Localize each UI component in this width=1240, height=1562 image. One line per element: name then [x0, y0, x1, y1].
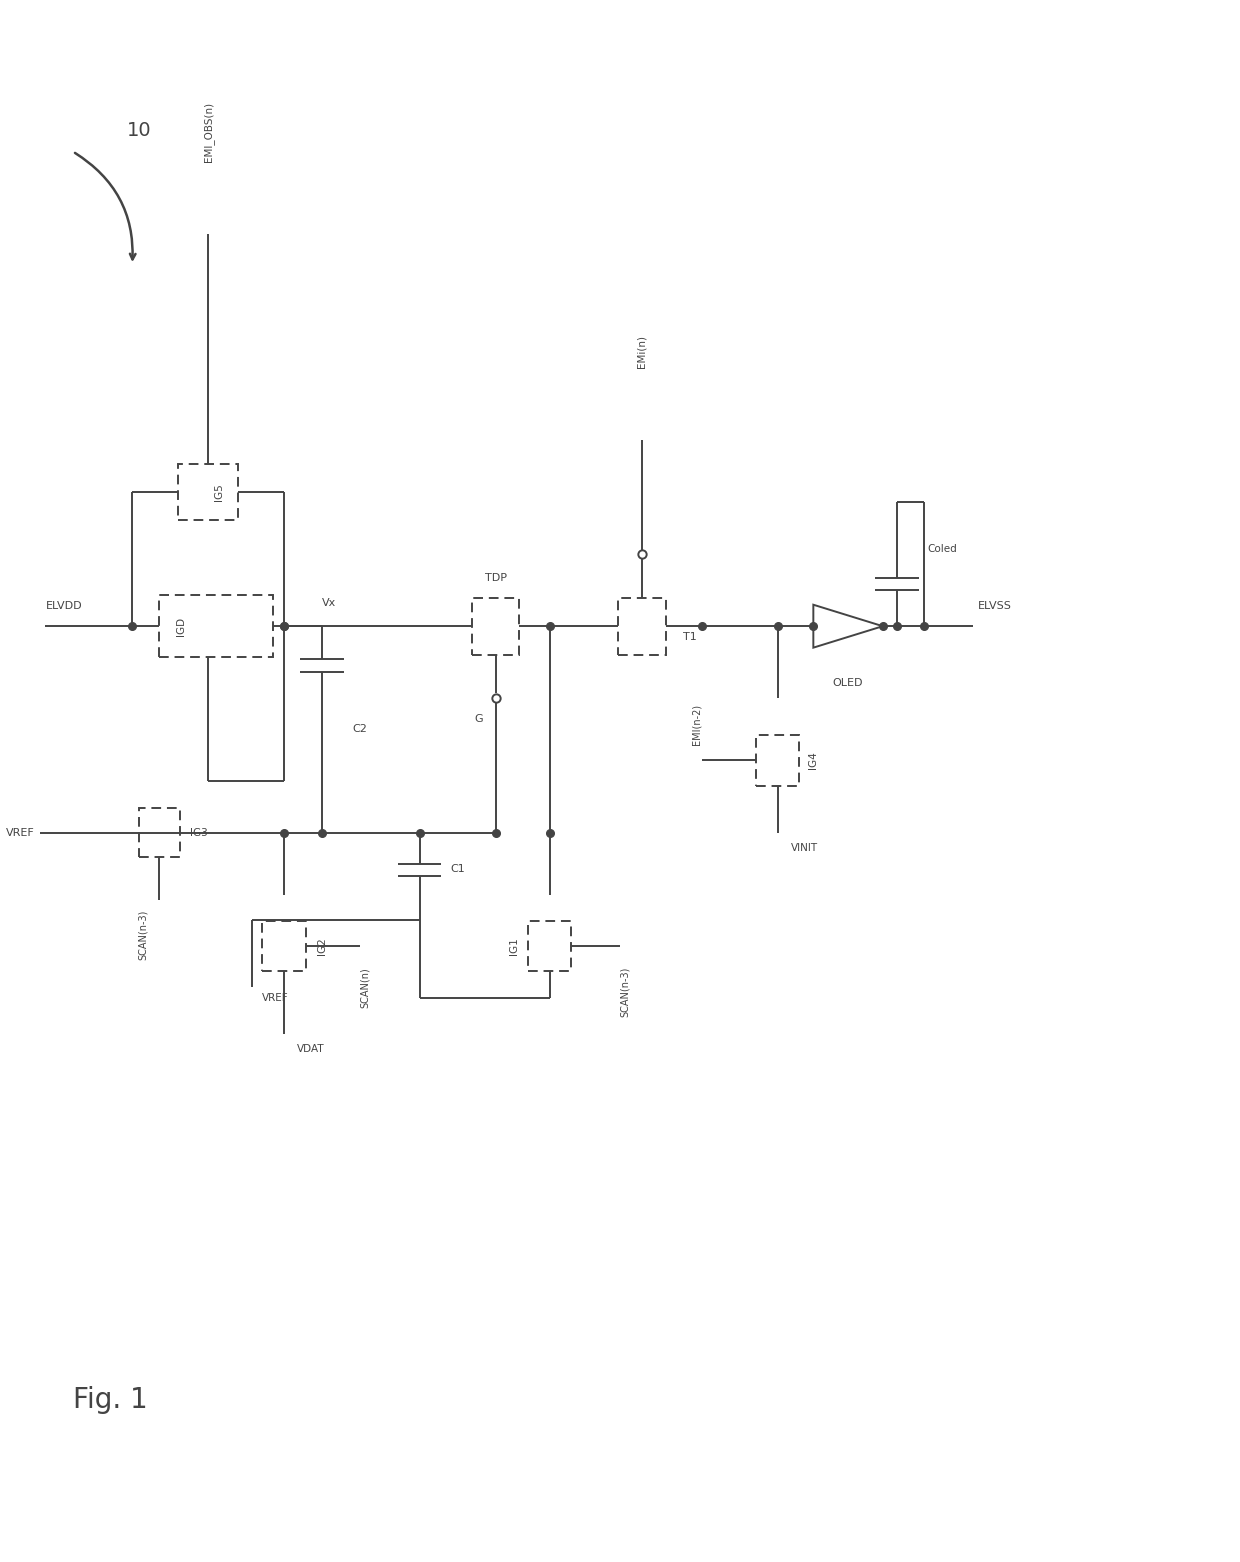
Bar: [160, 595, 273, 658]
Bar: [528, 922, 572, 972]
Text: Vx: Vx: [322, 598, 336, 608]
Bar: [179, 464, 238, 520]
Text: EMi(n): EMi(n): [637, 336, 647, 369]
Text: G: G: [474, 714, 482, 723]
Text: C2: C2: [352, 725, 367, 734]
Bar: [139, 808, 180, 858]
Text: EMI(n-2): EMI(n-2): [691, 704, 701, 745]
Bar: [263, 922, 306, 972]
Text: Fig. 1: Fig. 1: [73, 1385, 148, 1414]
Text: SCAN(n-3): SCAN(n-3): [138, 911, 148, 961]
Text: 10: 10: [126, 122, 151, 141]
Text: IG5: IG5: [215, 483, 224, 501]
Bar: [756, 734, 800, 786]
Text: VREF: VREF: [6, 828, 35, 837]
Text: T1: T1: [683, 631, 697, 642]
Text: ELVSS: ELVSS: [978, 601, 1012, 611]
Text: EMI_OBS(n): EMI_OBS(n): [202, 102, 213, 162]
Text: SCAN(n): SCAN(n): [360, 967, 370, 1007]
Text: VREF: VREF: [263, 992, 289, 1003]
Text: OLED: OLED: [833, 678, 863, 687]
Bar: [471, 598, 520, 654]
Text: Coled: Coled: [928, 544, 957, 555]
Text: ELVDD: ELVDD: [46, 601, 82, 611]
Text: TDP: TDP: [485, 573, 507, 583]
Text: IGD: IGD: [176, 617, 186, 636]
Text: VDAT: VDAT: [298, 1043, 325, 1054]
Text: IG3: IG3: [190, 828, 207, 837]
Text: VINIT: VINIT: [791, 843, 817, 853]
Text: IG2: IG2: [316, 937, 326, 954]
Bar: [618, 598, 666, 654]
Text: C1: C1: [450, 864, 465, 873]
Text: IG1: IG1: [510, 937, 520, 954]
Text: SCAN(n-3): SCAN(n-3): [620, 967, 630, 1017]
Text: IG4: IG4: [808, 751, 818, 769]
